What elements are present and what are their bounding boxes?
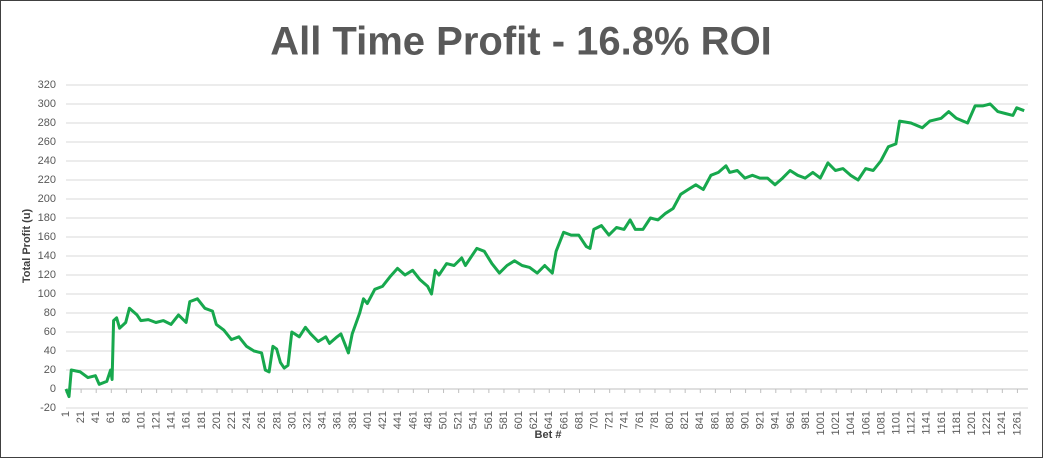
series-line [64, 102, 1025, 399]
y-tick-label: 100 [38, 288, 56, 300]
x-tick-label: 81 [120, 411, 132, 423]
x-tick-label: 761 [634, 411, 646, 429]
x-tick-label: 261 [256, 411, 268, 429]
x-tick-label: 21 [75, 411, 87, 423]
y-tick-label: 60 [44, 326, 56, 338]
x-tick-label: 1161 [936, 411, 948, 435]
y-tick-label: 120 [38, 269, 56, 281]
x-tick-label: 441 [392, 411, 404, 429]
x-tick-label: 1061 [860, 411, 872, 435]
x-tick-label: 741 [619, 411, 631, 429]
y-tick-label: 280 [38, 117, 56, 129]
y-tick-label: 20 [44, 364, 56, 376]
x-tick-label: 1081 [875, 411, 887, 435]
x-tick-label: 601 [513, 411, 525, 429]
x-tick-label: 61 [105, 411, 117, 423]
x-tick-label: 941 [770, 411, 782, 429]
x-tick-label: 421 [377, 411, 389, 429]
x-tick-label: 541 [468, 411, 480, 429]
y-tick-label: 180 [38, 212, 56, 224]
x-tick-label: 1041 [845, 411, 857, 435]
x-tick-label: 341 [317, 411, 329, 429]
x-tick-label: 521 [453, 411, 465, 429]
x-tick-label: 321 [302, 411, 314, 429]
x-tick-label: 801 [664, 411, 676, 429]
x-tick-label: 1201 [966, 411, 978, 435]
x-tick-label: 481 [422, 411, 434, 429]
y-tick-label: 80 [44, 307, 56, 319]
y-tick-label: 220 [38, 174, 56, 186]
y-axis-title: Total Profit (u) [21, 208, 33, 283]
y-tick-label: 320 [38, 79, 56, 91]
x-tick-label: 1221 [981, 411, 993, 435]
y-tick-label: 40 [44, 345, 56, 357]
x-tick-label: 1001 [815, 411, 827, 435]
x-tick-label: 1 [60, 411, 72, 417]
x-tick-label: 1101 [891, 411, 903, 435]
x-tick-label: 781 [649, 411, 661, 429]
x-tick-label: 301 [286, 411, 298, 429]
x-tick-label: 881 [724, 411, 736, 429]
x-tick-label: 381 [347, 411, 359, 429]
x-tick-label: 121 [151, 411, 163, 429]
x-tick-label: 161 [181, 411, 193, 429]
x-tick-label: 901 [739, 411, 751, 429]
x-tick-label: 621 [528, 411, 540, 429]
y-tick-label: 160 [38, 231, 56, 243]
x-tick-label: 661 [558, 411, 570, 429]
x-tick-label: 101 [135, 411, 147, 429]
y-tick-label: 200 [38, 193, 56, 205]
x-tick-label: 1261 [1011, 411, 1023, 435]
x-tick-label: 841 [694, 411, 706, 429]
x-tick-label: 1181 [951, 411, 963, 435]
x-tick-label: 241 [241, 411, 253, 429]
x-tick-label: 921 [755, 411, 767, 429]
x-tick-label: 461 [407, 411, 419, 429]
x-tick-label: 141 [166, 411, 178, 429]
y-tick-label: -20 [40, 402, 56, 414]
x-tick-label: 361 [332, 411, 344, 429]
x-tick-label: 681 [573, 411, 585, 429]
x-tick-label: 1021 [830, 411, 842, 435]
x-tick-label: 641 [543, 411, 555, 429]
y-tick-label: 300 [38, 98, 56, 110]
x-tick-label: 1141 [921, 411, 933, 435]
y-tick-label: 140 [38, 250, 56, 262]
x-tick-label: 201 [211, 411, 223, 429]
x-tick-label: 981 [800, 411, 812, 429]
x-tick-label: 581 [498, 411, 510, 429]
x-tick-label: 221 [226, 411, 238, 429]
x-tick-label: 561 [483, 411, 495, 429]
x-tick-label: 501 [437, 411, 449, 429]
x-tick-label: 281 [271, 411, 283, 429]
x-tick-label: 861 [709, 411, 721, 429]
x-tick-label: 701 [588, 411, 600, 429]
x-tick-label: 41 [90, 411, 102, 423]
x-tick-label: 821 [679, 411, 691, 429]
x-tick-label: 961 [785, 411, 797, 429]
x-tick-label: 181 [196, 411, 208, 429]
y-tick-label: 260 [38, 136, 56, 148]
x-axis-title: Bet # [535, 429, 562, 441]
chart-title: All Time Profit - 16.8% ROI [270, 20, 772, 64]
y-tick-label: 240 [38, 155, 56, 167]
y-tick-label: 0 [50, 383, 56, 395]
x-tick-label: 721 [604, 411, 616, 429]
x-tick-label: 1121 [906, 411, 918, 435]
x-tick-label: 401 [362, 411, 374, 429]
x-tick-label: 1241 [996, 411, 1008, 435]
